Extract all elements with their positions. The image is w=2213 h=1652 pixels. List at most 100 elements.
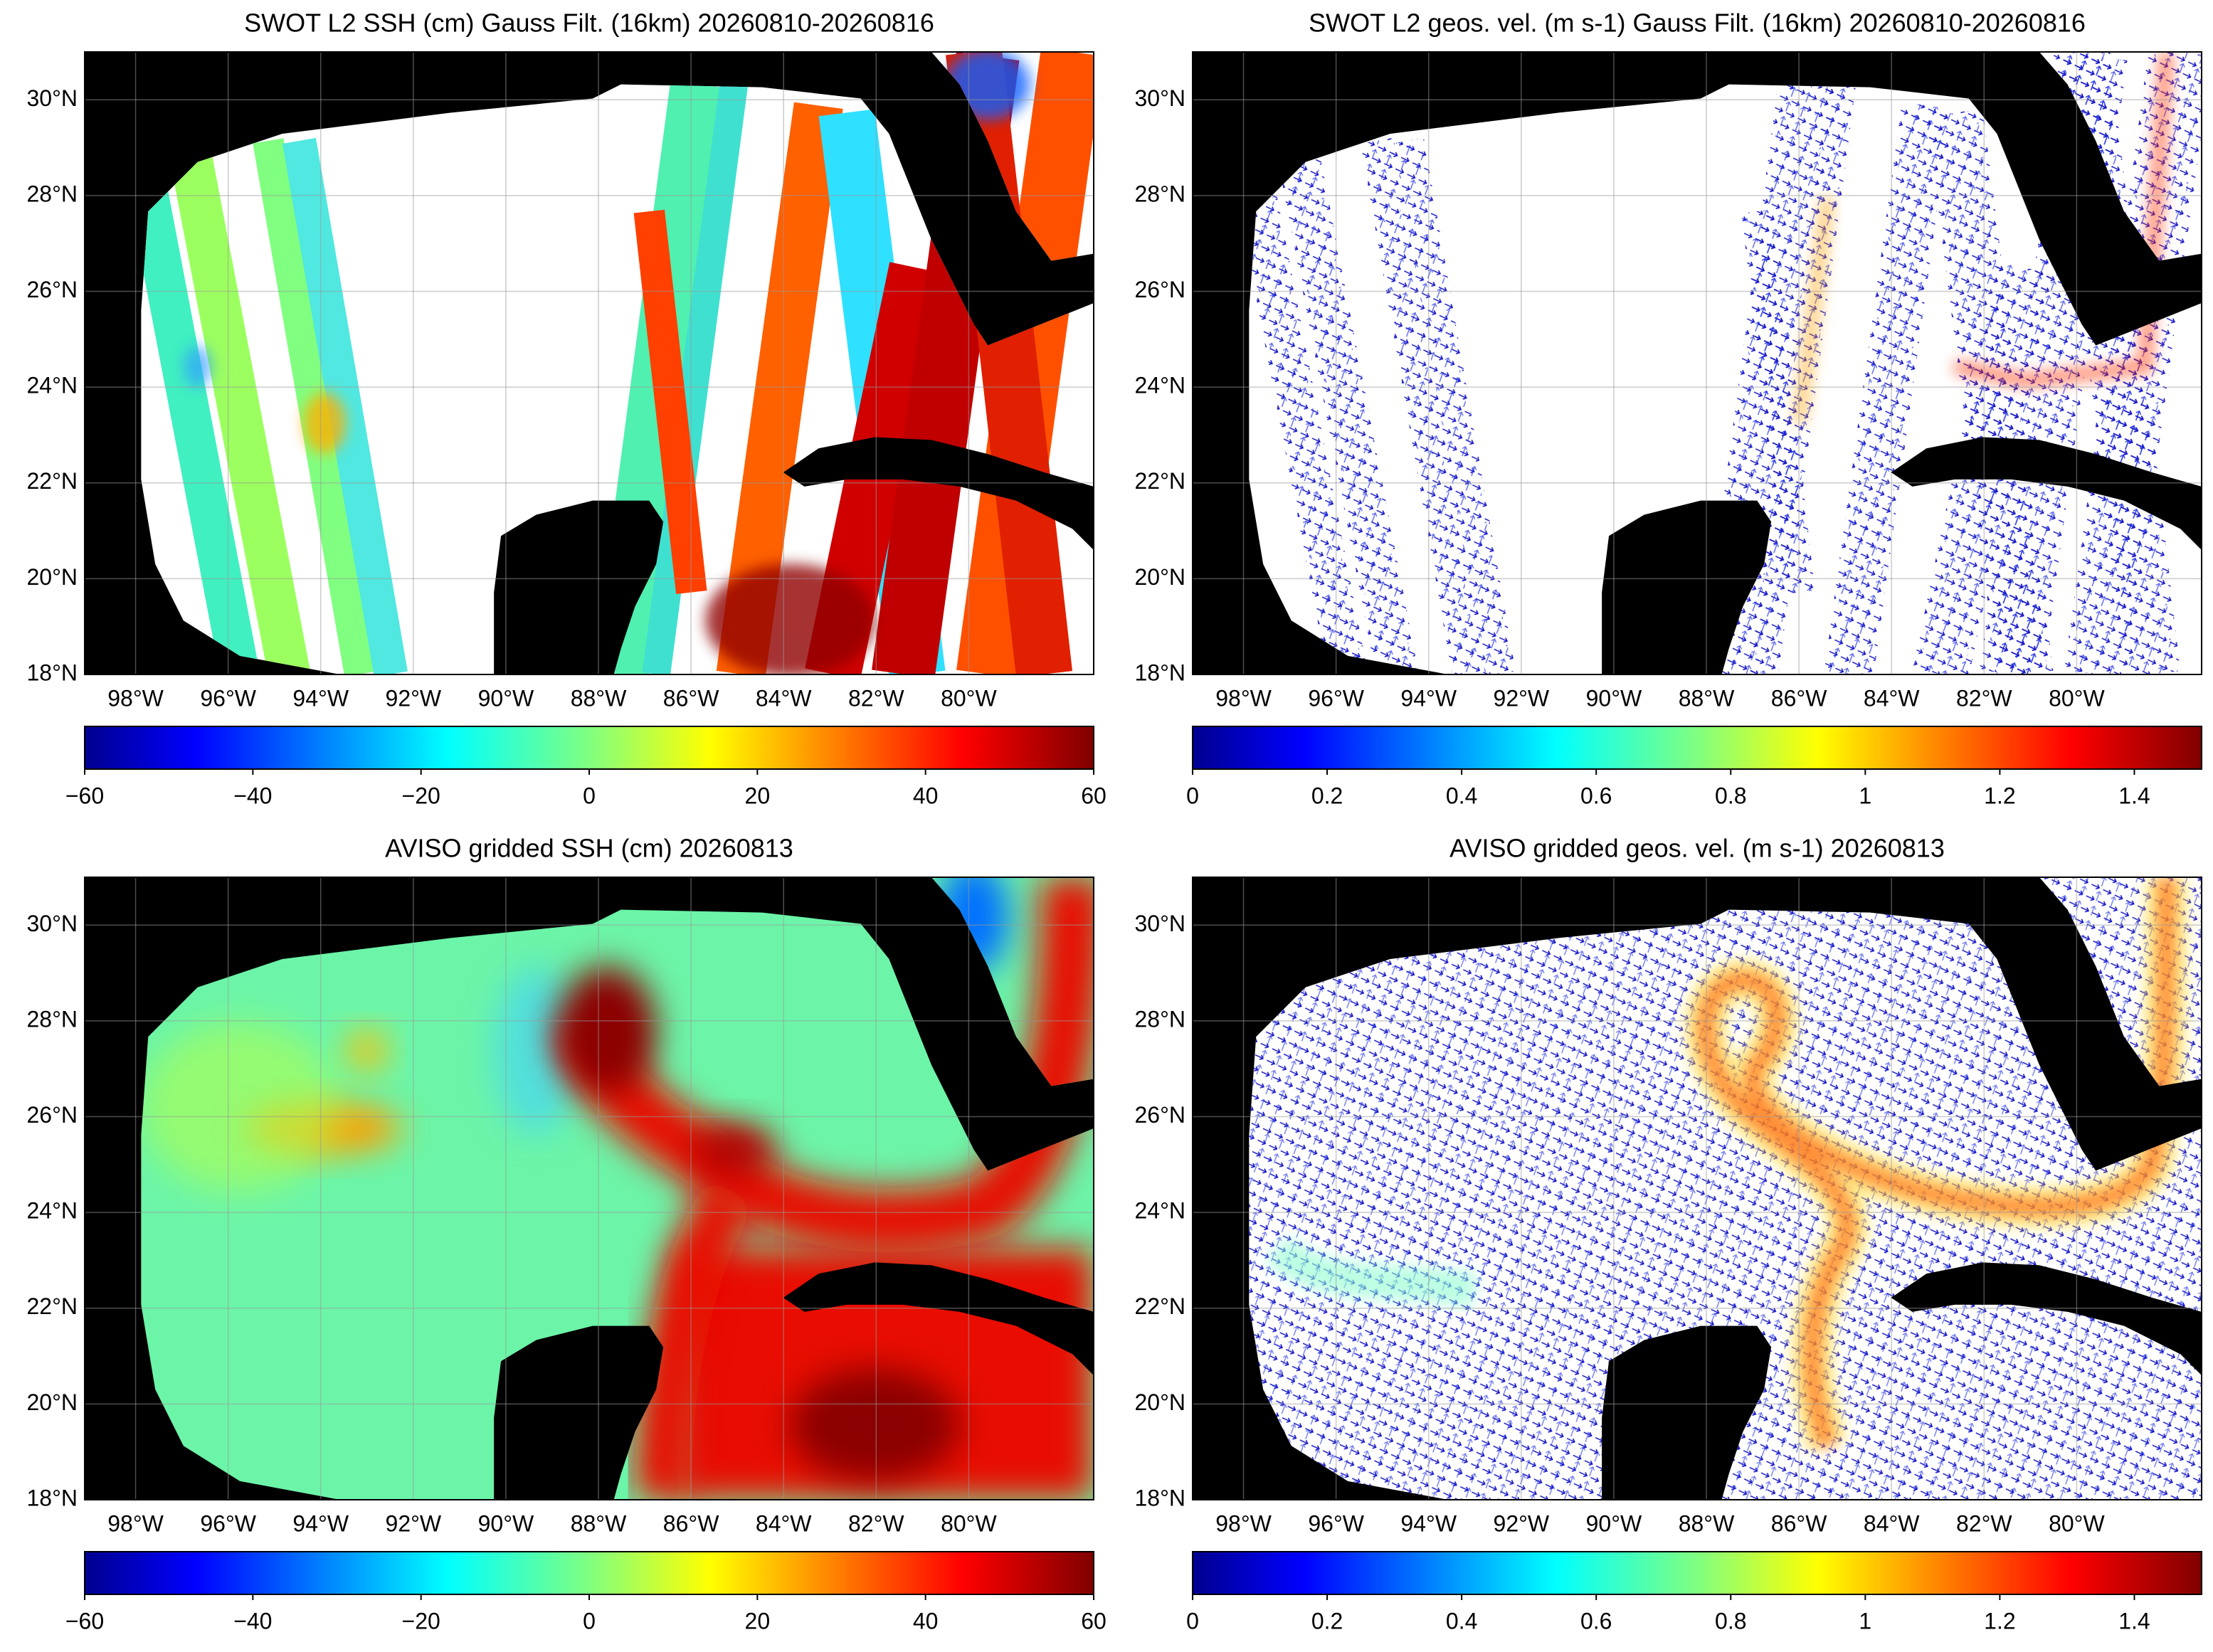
colorbar-tick-label: 0 — [1186, 783, 1199, 808]
y-tick-label: 22°N — [1135, 468, 1186, 494]
colorbar-tick-label: 60 — [1081, 1608, 1106, 1634]
colorbar — [84, 1551, 1094, 1595]
colorbar-tick-label: 0.2 — [1311, 1608, 1343, 1634]
colorbar-tick-label: −60 — [65, 1608, 104, 1634]
colorbar-tick-label: 1.2 — [1984, 1608, 2015, 1634]
x-tick-label: 84°W — [1864, 685, 1920, 711]
y-tick-label: 30°N — [27, 85, 78, 111]
y-tick-label: 20°N — [1135, 564, 1186, 590]
y-tick-label: 24°N — [1135, 1198, 1186, 1224]
x-tick-label: 88°W — [1679, 685, 1735, 711]
panel-title: SWOT L2 geos. vel. (m s-1) Gauss Filt. (… — [1309, 9, 2086, 38]
panel: SWOT L2 geos. vel. (m s-1) Gauss Filt. (… — [1135, 9, 2202, 808]
colorbar-tick-label: 40 — [913, 1608, 939, 1634]
swath — [282, 137, 408, 674]
map-area — [85, 877, 1094, 1500]
colorbar — [1192, 726, 2202, 770]
y-tick-label: 18°N — [1135, 1485, 1186, 1510]
colorbar-tick-label: −20 — [402, 1608, 440, 1634]
colorbar-tick-label: 0.4 — [1446, 783, 1477, 808]
swath-arrows — [1363, 138, 1480, 674]
swath-anomaly — [705, 563, 875, 674]
panel-title: AVISO gridded SSH (cm) 20260813 — [385, 834, 793, 863]
swath-arrows — [1282, 152, 1414, 674]
x-tick-label: 80°W — [941, 1510, 997, 1536]
x-tick-label: 98°W — [107, 685, 164, 711]
x-tick-label: 98°W — [1215, 1510, 1272, 1536]
x-tick-label: 90°W — [1586, 685, 1642, 711]
x-tick-label: 96°W — [200, 685, 256, 711]
x-tick-label: 92°W — [1494, 685, 1550, 711]
x-tick-label: 92°W — [386, 1510, 442, 1536]
x-tick-label: 96°W — [200, 1510, 256, 1536]
x-tick-label: 88°W — [571, 685, 627, 711]
ssh-anomaly — [141, 1022, 339, 1192]
x-tick-label: 94°W — [1400, 685, 1457, 711]
x-tick-label: 82°W — [1956, 1510, 2012, 1536]
land — [1891, 1262, 2202, 1376]
panel: SWOT L2 SSH (cm) Gauss Filt. (16km) 2026… — [27, 9, 1106, 809]
x-tick-label: 82°W — [848, 1510, 904, 1536]
ssh-anomaly — [635, 1175, 757, 1500]
land — [1602, 1325, 1772, 1500]
x-tick-label: 90°W — [478, 685, 534, 711]
x-tick-label: 90°W — [478, 1510, 534, 1536]
x-tick-label: 86°W — [1771, 1510, 1827, 1536]
colorbar-tick-label: 1.2 — [1984, 783, 2015, 808]
colorbar-tick-label: 60 — [1081, 783, 1106, 808]
swath-arrows — [1744, 210, 1812, 594]
colorbar-tick-label: −40 — [233, 783, 272, 808]
swath-anomaly — [303, 391, 346, 455]
x-tick-label: 86°W — [1771, 685, 1827, 711]
swath — [642, 83, 748, 674]
x-tick-label: 80°W — [2049, 1510, 2105, 1536]
y-tick-label: 30°N — [1135, 85, 1186, 111]
y-tick-label: 18°N — [27, 660, 78, 685]
y-tick-label: 30°N — [27, 911, 78, 936]
colorbar-tick-label: 1 — [1859, 1608, 1871, 1634]
x-tick-label: 80°W — [941, 685, 997, 711]
panel-title: AVISO gridded geos. vel. (m s-1) 2026081… — [1449, 834, 1945, 863]
colorbar-tick-label: 0.8 — [1715, 783, 1746, 808]
y-tick-label: 26°N — [1135, 1102, 1186, 1128]
map-frame — [1192, 877, 2202, 1500]
y-tick-label: 24°N — [27, 373, 78, 398]
y-tick-label: 28°N — [1135, 1006, 1186, 1032]
x-tick-label: 86°W — [663, 685, 719, 711]
colorbar-tick-label: 0 — [583, 1608, 596, 1634]
x-tick-label: 82°W — [848, 685, 904, 711]
x-tick-label: 98°W — [1215, 685, 1272, 711]
swath-arrows — [1393, 138, 1513, 674]
colorbar-tick-label: 0.8 — [1715, 1608, 1746, 1634]
colorbar-tick-label: 40 — [913, 783, 939, 808]
land — [1602, 500, 1772, 674]
colorbar-tick-label: −40 — [233, 1608, 272, 1634]
y-tick-label: 26°N — [27, 1102, 78, 1128]
map-frame — [1192, 51, 2202, 675]
y-tick-label: 24°N — [1135, 373, 1186, 398]
y-tick-label: 26°N — [27, 277, 78, 302]
land — [783, 1262, 1094, 1376]
land — [1891, 437, 2202, 551]
colorbar-tick-label: 1.4 — [2118, 783, 2150, 808]
ssh-anomaly — [554, 877, 1094, 1253]
colorbar-tick-label: −60 — [65, 783, 104, 808]
x-tick-label: 90°W — [1586, 1510, 1642, 1536]
land — [494, 500, 664, 674]
y-tick-label: 28°N — [27, 1006, 78, 1032]
panel: AVISO gridded geos. vel. (m s-1) 2026081… — [1135, 834, 2202, 1634]
ssh-anomaly — [347, 1031, 387, 1071]
y-tick-label: 22°N — [27, 1293, 78, 1319]
y-tick-label: 22°N — [27, 468, 78, 494]
x-tick-label: 84°W — [1864, 1510, 1920, 1536]
colorbar-tick-label: 1.4 — [2118, 1608, 2150, 1634]
swath — [169, 151, 310, 674]
ssh-anomaly — [557, 965, 657, 1094]
colorbar-tick-label: 0.2 — [1311, 783, 1343, 808]
swath — [141, 151, 260, 674]
colorbar — [1192, 1551, 2202, 1595]
y-tick-label: 24°N — [27, 1198, 78, 1224]
strong-flow — [1264, 1235, 1478, 1308]
